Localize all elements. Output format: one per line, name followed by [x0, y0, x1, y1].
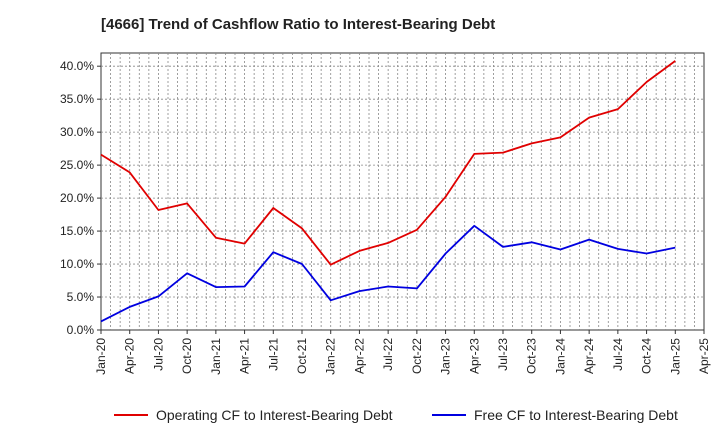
y-tick-label: 5.0% — [67, 290, 95, 304]
series-line-free-cf — [100, 224, 676, 323]
x-tick-label: Oct-22 — [410, 338, 424, 374]
chart-title: [4666] Trend of Cashflow Ratio to Intere… — [101, 16, 496, 33]
legend-label-operating-cf: Operating CF to Interest-Bearing Debt — [156, 407, 393, 423]
x-tick-label: Jan-23 — [439, 338, 453, 375]
y-tick-label: 10.0% — [60, 257, 94, 271]
x-tick-label: Apr-20 — [123, 338, 137, 374]
x-tick-label: Apr-25 — [697, 338, 711, 374]
x-tick-label: Jul-24 — [611, 338, 625, 371]
x-tick-label: Jan-25 — [668, 338, 682, 375]
x-tick-label: Jul-22 — [381, 338, 395, 371]
x-tick-label: Jul-23 — [496, 338, 510, 371]
x-tick-label: Jul-21 — [266, 338, 280, 371]
x-tick-label: Oct-24 — [640, 338, 654, 374]
y-tick-label: 30.0% — [60, 125, 94, 139]
y-tick-label: 20.0% — [60, 191, 94, 205]
x-tick-label: Oct-20 — [180, 338, 194, 374]
legend-item-free-cf: Free CF to Interest-Bearing Debt — [432, 400, 678, 430]
legend-swatch-free-cf — [432, 414, 466, 416]
y-tick-label: 15.0% — [60, 224, 94, 238]
legend-swatch-operating-cf — [114, 414, 148, 416]
legend-item-operating-cf: Operating CF to Interest-Bearing Debt — [114, 400, 393, 430]
plot-area — [100, 52, 705, 331]
x-tick-label: Apr-22 — [352, 338, 366, 374]
x-tick-label: Apr-23 — [467, 338, 481, 374]
y-tick-label: 25.0% — [60, 158, 94, 172]
series-line-operating-cf — [100, 60, 676, 266]
x-tick-label: Apr-21 — [238, 338, 252, 374]
x-tick-label: Jan-22 — [324, 338, 338, 375]
x-tick-label: Oct-23 — [525, 338, 539, 374]
x-tick-label: Jan-20 — [94, 338, 108, 375]
x-tick-label: Oct-21 — [295, 338, 309, 374]
line-chart: 0.0% 5.0% 10.0% 15.0% 20.0% 25.0% 30.0% 35.0% 40… — [60, 52, 711, 375]
x-tick-label: Jul-20 — [151, 338, 165, 371]
x-tick-label: Apr-24 — [582, 338, 596, 374]
y-tick-label: 40.0% — [60, 59, 94, 73]
x-tick-label: Jan-21 — [209, 338, 223, 375]
y-tick-label: 35.0% — [60, 92, 94, 106]
chart-legend: Operating CF to Interest-Bearing Debt Fr… — [0, 400, 720, 430]
legend-label-free-cf: Free CF to Interest-Bearing Debt — [474, 407, 678, 423]
x-tick-label: Jan-24 — [553, 338, 567, 375]
y-tick-label: 0.0% — [67, 323, 95, 337]
